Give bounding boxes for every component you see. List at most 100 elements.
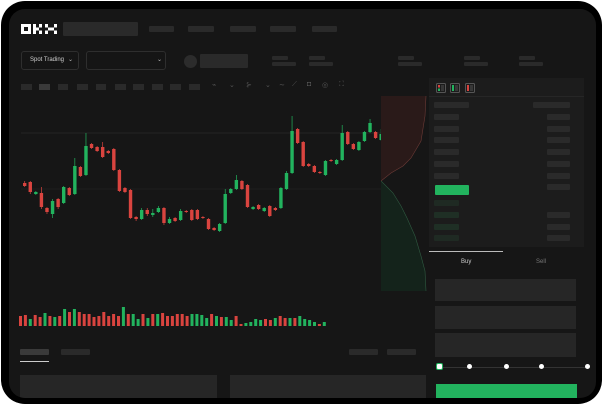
- nav-item[interactable]: [270, 26, 296, 32]
- volume-bar: [63, 309, 67, 326]
- candle-body: [256, 205, 261, 209]
- orderbook-price[interactable]: [434, 114, 459, 120]
- nav-item[interactable]: [188, 26, 214, 32]
- tab-order-history[interactable]: [61, 349, 90, 355]
- nav-item[interactable]: [312, 26, 337, 32]
- nav-item[interactable]: [149, 26, 174, 32]
- orderbook-price[interactable]: [434, 126, 459, 132]
- chevron-down-icon[interactable]: ⌄: [229, 82, 235, 89]
- volume-bar: [38, 317, 42, 326]
- candle-body: [301, 142, 305, 166]
- timeframe-button[interactable]: [58, 84, 68, 90]
- fullscreen-icon[interactable]: ⛶: [339, 81, 344, 88]
- pair-dropdown[interactable]: ⌄: [86, 51, 166, 70]
- orderbook-amount: [547, 212, 570, 218]
- price-input[interactable]: [435, 279, 576, 301]
- stat-value: [272, 62, 296, 66]
- volume-bar: [219, 317, 223, 326]
- volume-bar: [268, 320, 272, 326]
- timeframe-button[interactable]: [77, 84, 88, 90]
- market-dropdown[interactable]: Spot Trading ⌄: [21, 51, 79, 70]
- ruler-icon[interactable]: ⟋: [292, 81, 297, 88]
- volume-bar: [151, 314, 155, 326]
- volume-bar: [117, 316, 120, 326]
- candle-body: [112, 149, 116, 170]
- slider-step[interactable]: [585, 364, 590, 369]
- volume-bar: [170, 316, 174, 326]
- candle-body: [273, 208, 278, 210]
- candle-body: [23, 183, 27, 186]
- order-book: [429, 78, 584, 247]
- slider-handle[interactable]: [436, 363, 443, 370]
- slider-step[interactable]: [504, 364, 509, 369]
- orderbook-price[interactable]: [434, 212, 459, 218]
- buy-button[interactable]: [436, 384, 577, 398]
- orderbook-price[interactable]: [434, 200, 459, 206]
- indicator-icon[interactable]: ⊱: [246, 82, 252, 89]
- candle-body: [334, 160, 339, 164]
- tab-underline: [429, 251, 503, 252]
- volume-bar: [259, 320, 263, 326]
- timeframe-button[interactable]: [21, 84, 32, 90]
- orderbook-amount: [547, 137, 570, 143]
- settings-icon[interactable]: ◎: [322, 82, 329, 89]
- orderbook-price[interactable]: [434, 235, 459, 241]
- amount-input[interactable]: [435, 306, 576, 329]
- candlestick-chart[interactable]: [9, 9, 381, 339]
- candle-body: [318, 172, 322, 173]
- filter-button[interactable]: [349, 349, 378, 355]
- volume-bar: [317, 324, 321, 326]
- tab-underline: [20, 361, 49, 362]
- candle-body: [67, 188, 71, 195]
- tab-open-orders[interactable]: [20, 349, 49, 355]
- slider-track[interactable]: [439, 366, 588, 368]
- search-box[interactable]: [63, 22, 138, 36]
- tab-sell[interactable]: Sell: [536, 259, 547, 265]
- volume-bar: [107, 316, 111, 326]
- candle-body: [346, 132, 350, 144]
- orderbook-price[interactable]: [434, 224, 459, 230]
- timeframe-button[interactable]: [115, 84, 126, 90]
- orderbook-price[interactable]: [434, 161, 459, 167]
- candle-body: [268, 206, 272, 216]
- slider-step[interactable]: [467, 364, 472, 369]
- volume-bar: [278, 316, 282, 326]
- nav-item[interactable]: [230, 26, 256, 32]
- chevron-down-icon[interactable]: ⌄: [265, 82, 271, 89]
- slider-step[interactable]: [539, 364, 544, 369]
- volume-bar: [33, 315, 37, 326]
- timeframe-button[interactable]: [189, 84, 200, 90]
- volume-bar: [92, 317, 96, 326]
- orderbook-amount: [547, 224, 570, 230]
- volume-bar: [249, 322, 253, 326]
- volume-bar: [141, 314, 145, 326]
- total-input[interactable]: [435, 333, 576, 357]
- timeframe-button-active[interactable]: [39, 84, 50, 90]
- orderbook-view-toggle[interactable]: [436, 83, 481, 93]
- volume-bar: [313, 322, 316, 326]
- orderbook-price[interactable]: [434, 149, 459, 155]
- orderbook-price[interactable]: [434, 137, 459, 143]
- volume-bar: [112, 314, 116, 326]
- volume-bar: [19, 316, 22, 326]
- line-icon[interactable]: ∼: [279, 82, 285, 89]
- candle-body: [190, 210, 194, 220]
- volume-bar: [288, 318, 292, 326]
- timeframe-button[interactable]: [170, 84, 181, 90]
- orderbook-price[interactable]: [434, 173, 459, 179]
- candle-type-icon[interactable]: ⌁: [212, 82, 217, 89]
- tab-buy[interactable]: Buy: [461, 259, 472, 265]
- filter-button[interactable]: [387, 349, 416, 355]
- candle-body: [34, 192, 38, 194]
- candle-body: [251, 207, 255, 209]
- timeframe-button[interactable]: [96, 84, 106, 90]
- candle-body: [173, 218, 177, 221]
- volume-bar: [293, 318, 297, 326]
- candle-body: [373, 132, 378, 138]
- candle-body: [312, 166, 317, 172]
- timeframe-button[interactable]: [133, 84, 144, 90]
- camera-icon[interactable]: ◘: [307, 81, 312, 88]
- timeframe-button[interactable]: [152, 84, 163, 90]
- candle-body: [195, 210, 200, 219]
- volume-bar: [229, 320, 233, 326]
